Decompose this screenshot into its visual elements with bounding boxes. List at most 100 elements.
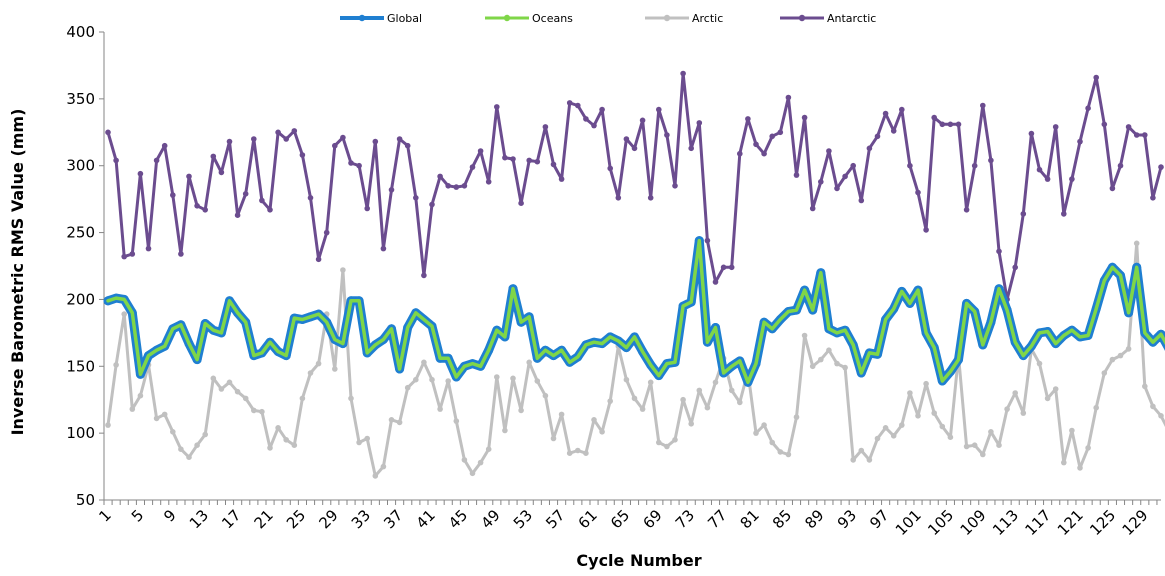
data-point-antarctic [1142,132,1148,138]
x-tick-label: 117 [1021,506,1054,539]
data-point-antarctic [566,100,573,106]
data-point-arctic [121,311,127,317]
x-tick-label: 33 [348,506,374,532]
data-point-antarctic [809,205,816,212]
data-point-arctic [858,447,865,454]
data-point-arctic [899,422,905,428]
data-point-arctic [437,406,443,412]
data-point-arctic [996,442,1002,449]
data-point-arctic [194,442,200,449]
data-point-arctic [1093,404,1099,411]
data-point-antarctic [283,136,290,142]
data-point-arctic [1085,445,1091,451]
x-tick-label: 5 [128,506,147,525]
data-point-arctic [421,359,427,366]
data-point-antarctic [834,185,840,192]
data-point-arctic [526,359,532,366]
data-point-antarctic [323,229,330,236]
data-point-antarctic [429,201,435,208]
data-point-antarctic [485,179,492,185]
data-point-arctic [931,410,937,416]
data-point-antarctic [380,245,387,252]
data-point-antarctic [388,187,395,193]
x-tick-label: 37 [380,506,406,532]
data-point-arctic [113,362,119,368]
y-tick-label: 250 [66,224,95,242]
data-point-antarctic [882,110,889,117]
data-point-arctic [404,384,411,391]
data-point-arctic [672,437,678,443]
data-point-antarctic [1028,130,1035,137]
data-point-antarctic [769,133,775,140]
data-point-arctic [923,380,929,387]
data-point-antarctic [1117,162,1124,169]
x-tick-label: 21 [251,506,277,532]
data-point-arctic [380,463,387,470]
data-point-arctic [105,422,111,428]
data-point-antarctic [623,136,630,142]
data-point-antarctic [510,156,516,162]
data-point-arctic [1036,360,1043,367]
data-point-antarctic [963,207,970,213]
x-tick-label: 109 [957,506,990,539]
data-point-arctic [542,392,549,399]
legend-label-global: Global [387,12,422,25]
data-point-antarctic [234,212,241,218]
data-point-antarctic [178,251,184,257]
x-tick-label: 13 [186,506,212,532]
data-point-arctic [1052,386,1059,392]
data-point-arctic [445,378,452,384]
legend-marker-global [358,14,366,22]
data-point-antarctic [129,251,136,257]
data-point-arctic [874,435,881,442]
data-point-antarctic [947,121,954,128]
data-point-antarctic [955,121,962,128]
data-point-antarctic [1150,195,1156,201]
x-tick-label: 101 [892,506,925,539]
data-point-antarctic [461,183,468,189]
x-tick-label: 61 [575,506,601,532]
data-point-arctic [170,429,176,435]
data-point-antarctic [534,158,541,165]
data-point-arctic [631,395,638,402]
data-point-antarctic [494,104,500,110]
data-point-arctic [251,407,257,414]
data-point-arctic [761,422,767,428]
x-tick-label: 73 [672,506,698,532]
data-point-antarctic [348,160,354,166]
series-line-antarctic [106,72,1163,301]
data-point-arctic [453,418,460,424]
data-point-antarctic [1044,176,1051,182]
data-point-antarctic [971,162,978,169]
data-point-antarctic [437,173,443,180]
data-point-antarctic [145,245,152,252]
data-point-antarctic [1109,185,1116,192]
data-point-antarctic [542,124,549,130]
data-point-arctic [388,417,395,423]
data-point-arctic [1142,383,1148,390]
data-point-arctic [907,390,913,396]
data-point-antarctic [267,207,273,213]
data-point-arctic [1125,346,1132,352]
data-point-arctic [226,379,233,386]
data-point-antarctic [826,148,832,154]
data-point-antarctic [591,122,597,129]
data-point-arctic [161,411,168,418]
x-tick-label: 105 [924,506,957,539]
x-tick-label: 85 [769,506,795,532]
data-point-arctic [1004,406,1010,412]
data-point-antarctic [639,117,646,124]
legend-item-oceans: Oceans [485,12,573,25]
data-point-arctic [348,395,354,402]
data-point-arctic [234,388,241,395]
data-point-arctic [647,379,654,386]
data-point-antarctic [275,129,281,136]
data-point-antarctic [907,162,913,169]
data-point-antarctic [931,114,937,121]
plot-area [103,70,1165,479]
data-point-arctic [340,267,346,273]
data-point-arctic [834,360,840,367]
data-point-antarctic [680,70,686,77]
data-point-arctic [129,406,136,412]
data-point-arctic [267,445,273,451]
